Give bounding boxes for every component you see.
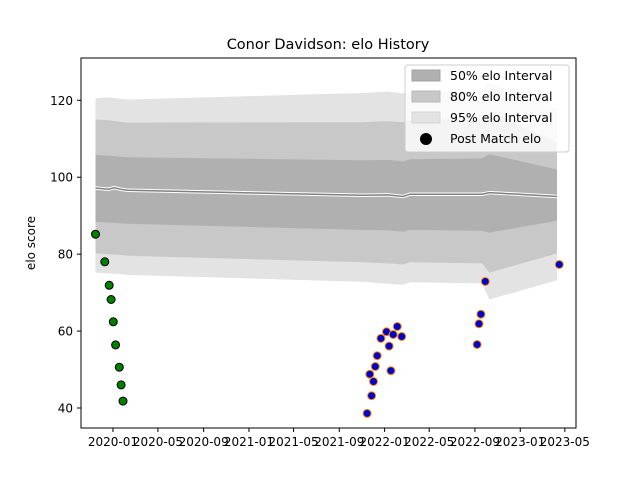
legend-label-80: 80% elo Interval — [450, 89, 552, 104]
y-tick-label: 80 — [58, 248, 73, 262]
x-tick-label: 2022-05 — [404, 435, 454, 449]
legend-label-50: 50% elo Interval — [450, 68, 552, 83]
post-match-points — [91, 229, 564, 418]
y-axis-ticks: 40 60 80 100 120 — [50, 94, 81, 416]
post-match-point-green — [91, 229, 100, 239]
y-tick-label: 60 — [58, 325, 73, 339]
chart-title: Conor Davidson: elo History — [227, 37, 430, 53]
post-match-point-blue — [392, 322, 402, 331]
post-match-point-green — [104, 280, 114, 290]
x-tick-label: 2020-05 — [133, 435, 183, 449]
post-match-point-blue — [370, 362, 380, 371]
plot-frame — [80, 57, 577, 429]
x-tick-label: 2021-09 — [314, 435, 364, 449]
post-match-point-green — [108, 317, 118, 327]
x-axis-ticks: 2020-012020-052020-092021-012021-052021-… — [88, 428, 590, 449]
post-match-point-green — [114, 362, 124, 372]
legend-marker-post-match — [420, 133, 432, 145]
legend-label-95: 95% elo Interval — [450, 110, 552, 125]
post-match-point-blue — [397, 332, 407, 341]
post-match-point-blue — [384, 341, 394, 351]
y-tick-label: 100 — [50, 171, 73, 185]
y-tick-label: 120 — [50, 94, 73, 108]
post-match-point-green — [116, 380, 126, 390]
post-match-point-blue — [554, 260, 564, 269]
post-match-point-blue — [476, 309, 486, 319]
legend-label-post-match: Post Match elo — [450, 131, 541, 146]
x-tick-label: 2021-01 — [224, 435, 274, 449]
y-axis-label: elo score — [24, 216, 38, 270]
post-match-point-green — [111, 340, 121, 350]
legend-swatch-50 — [411, 69, 441, 82]
post-match-point-blue — [472, 340, 482, 349]
post-match-point-blue — [369, 377, 378, 386]
x-tick-label: 2023-01 — [495, 435, 545, 449]
mean-elo-line-group — [95, 185, 558, 199]
post-match-point-blue — [365, 369, 375, 379]
x-tick-label: 2020-01 — [88, 435, 138, 449]
x-tick-label: 2022-01 — [360, 435, 410, 449]
legend-swatch-80 — [411, 90, 441, 103]
legend-swatch-95 — [411, 111, 441, 124]
post-match-point-green — [118, 396, 128, 406]
x-tick-label: 2022-09 — [450, 435, 500, 449]
post-match-point-green — [106, 295, 116, 304]
y-tick-label: 40 — [58, 402, 73, 416]
post-match-point-blue — [372, 351, 382, 361]
legend-box — [404, 64, 570, 153]
post-match-point-blue — [474, 319, 484, 329]
post-match-point-blue — [362, 408, 372, 418]
post-match-point-blue — [480, 277, 490, 286]
post-match-point-blue — [376, 333, 386, 343]
legend: 50% elo Interval 80% elo Interval 95% el… — [404, 64, 570, 153]
x-tick-label: 2021-05 — [268, 435, 318, 449]
x-tick-label: 2023-05 — [540, 435, 590, 449]
post-match-point-blue — [367, 391, 377, 401]
post-match-point-blue — [388, 330, 398, 339]
post-match-point-blue — [386, 366, 396, 376]
post-match-point-green — [100, 257, 110, 267]
mean-elo-line — [95, 186, 558, 198]
x-tick-label: 2020-09 — [179, 435, 229, 449]
